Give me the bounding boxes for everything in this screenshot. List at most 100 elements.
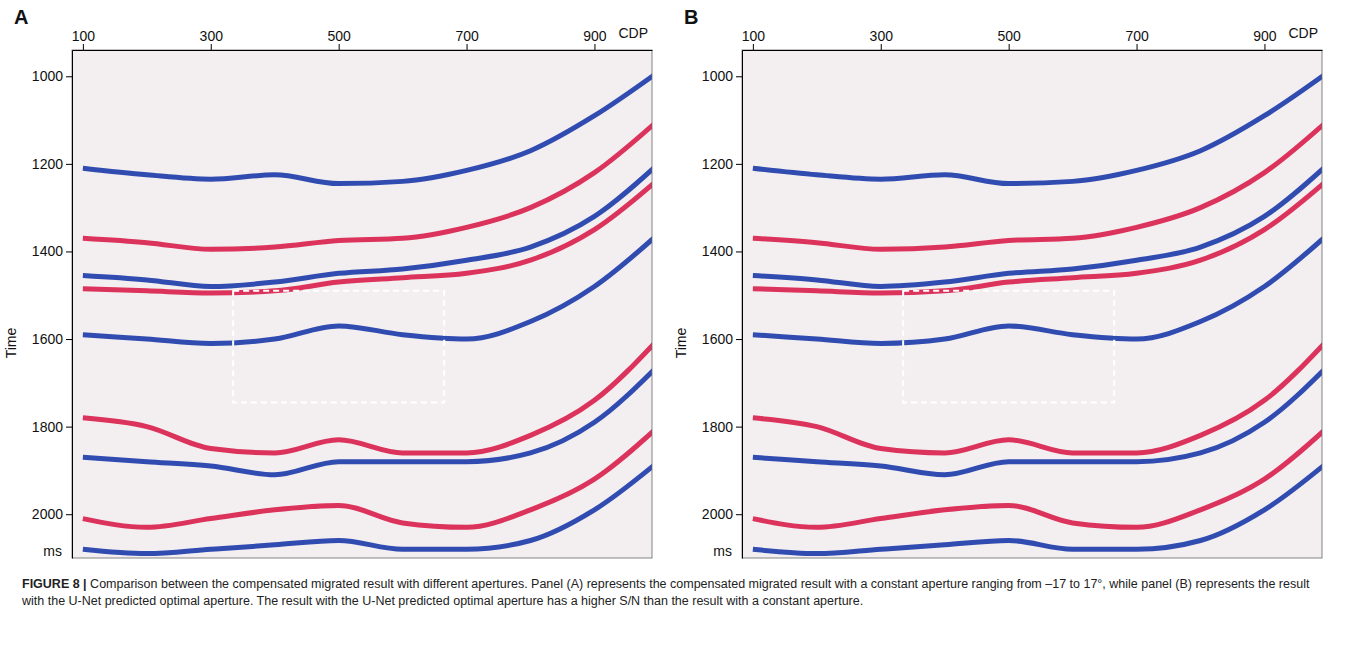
y-tick: 1600: [702, 331, 742, 347]
x-tick: 500: [327, 28, 351, 50]
x-axis: 100 300 500 700 900: [742, 28, 1323, 51]
figure: 100 300 500 700 900 CDP 1000 1200 1400 1600 1800 20…: [0, 0, 1354, 570]
y-tick-mark: [736, 164, 742, 165]
y-axis-unit: ms: [43, 543, 62, 559]
x-tick-label: 700: [455, 28, 479, 44]
panel-letter: A: [14, 6, 28, 28]
plot-area: [83, 72, 652, 554]
y-tick-label: 1600: [702, 331, 733, 347]
x-tick-mark: [1264, 44, 1265, 50]
y-tick-mark: [66, 76, 72, 77]
horizon-line: [83, 462, 652, 554]
horizon-line: [83, 234, 652, 343]
y-tick-label: 1000: [32, 68, 63, 84]
y-tick: 1800: [702, 419, 742, 435]
y-tick-mark: [736, 76, 742, 77]
x-axis-title: CDP: [618, 25, 648, 41]
y-tick: 1000: [702, 68, 742, 84]
y-tick: 1600: [32, 331, 72, 347]
x-tick-label: 100: [742, 28, 766, 44]
panel: 100 300 500 700 900 CDP 1000 1200 1400 1600 1800 20…: [3, 25, 658, 559]
x-tick-mark: [211, 44, 212, 50]
y-tick-label: 2000: [32, 506, 63, 522]
x-tick-mark: [339, 44, 340, 50]
horizon-line: [753, 164, 1322, 287]
horizon-line: [83, 427, 652, 528]
y-tick: 1000: [32, 68, 72, 84]
horizon-line: [753, 234, 1322, 343]
panel: 100 300 500 700 900 CDP 1000 1200 1400 1600 1800 20…: [673, 25, 1328, 559]
x-tick-label: 300: [200, 28, 224, 44]
horizon-line: [753, 365, 1322, 474]
plot-area: [753, 72, 1322, 554]
y-axis-line: [72, 51, 73, 559]
y-tick-label: 1400: [32, 243, 63, 259]
x-tick-label: 900: [583, 28, 607, 44]
plot-frame: [742, 50, 1322, 558]
y-tick: 1200: [32, 156, 72, 172]
horizon-line: [83, 72, 652, 184]
y-tick-label: 2000: [702, 506, 733, 522]
x-tick: 900: [1253, 28, 1277, 50]
y-tick-mark: [736, 339, 742, 340]
x-tick-label: 500: [997, 28, 1021, 44]
x-tick: 300: [870, 28, 894, 50]
y-tick-label: 1800: [702, 419, 733, 435]
horizon-line: [83, 339, 652, 453]
y-axis-title: Time: [3, 328, 19, 359]
y-tick: 1400: [702, 243, 742, 259]
x-tick: 500: [997, 28, 1021, 50]
x-tick-mark: [881, 44, 882, 50]
y-tick-mark: [66, 164, 72, 165]
x-tick: 100: [742, 28, 766, 50]
horizon-line: [83, 365, 652, 474]
x-axis-title: CDP: [1288, 25, 1318, 41]
y-tick: 1400: [32, 243, 72, 259]
highlight-box: [233, 291, 444, 403]
x-tick-label: 700: [1125, 28, 1149, 44]
y-tick-mark: [736, 251, 742, 252]
y-tick-label: 1200: [702, 156, 733, 172]
y-tick-label: 1400: [702, 243, 733, 259]
x-tick-mark: [753, 44, 754, 50]
y-tick: 2000: [702, 506, 742, 522]
x-tick-mark: [467, 44, 468, 50]
y-tick-label: 1800: [32, 419, 63, 435]
x-axis: 100 300 500 700 900: [72, 28, 653, 51]
y-tick-label: 1000: [702, 68, 733, 84]
horizon-line: [753, 72, 1322, 184]
x-tick-mark: [1137, 44, 1138, 50]
x-tick-mark: [1009, 44, 1010, 50]
horizon-line: [753, 339, 1322, 453]
panel-letter: B: [684, 6, 698, 28]
x-tick: 700: [455, 28, 479, 50]
y-tick-mark: [66, 339, 72, 340]
plot-frame: [72, 50, 652, 558]
y-axis-title: Time: [673, 328, 689, 359]
y-tick: 1800: [32, 419, 72, 435]
y-tick-mark: [66, 427, 72, 428]
y-tick: 2000: [32, 506, 72, 522]
horizon-line: [753, 462, 1322, 554]
horizon-line: [83, 164, 652, 287]
x-axis-line: [743, 50, 1323, 51]
x-tick-label: 900: [1253, 28, 1277, 44]
horizon-line: [753, 179, 1322, 293]
x-tick-mark: [594, 44, 595, 50]
caption-label: FIGURE 8 |: [22, 577, 87, 591]
x-tick: 100: [72, 28, 96, 50]
highlight-box: [903, 291, 1114, 403]
x-tick: 700: [1125, 28, 1149, 50]
x-tick-label: 500: [327, 28, 351, 44]
y-tick-mark: [66, 514, 72, 515]
x-tick: 300: [200, 28, 224, 50]
y-tick-mark: [66, 251, 72, 252]
y-tick-label: 1600: [32, 331, 63, 347]
x-tick: 900: [583, 28, 607, 50]
horizon-line: [753, 427, 1322, 528]
y-axis-line: [742, 51, 743, 559]
x-tick-label: 300: [870, 28, 894, 44]
caption-text: Comparison between the compensated migra…: [22, 577, 1309, 608]
x-tick-label: 100: [72, 28, 96, 44]
horizon-line: [83, 179, 652, 293]
